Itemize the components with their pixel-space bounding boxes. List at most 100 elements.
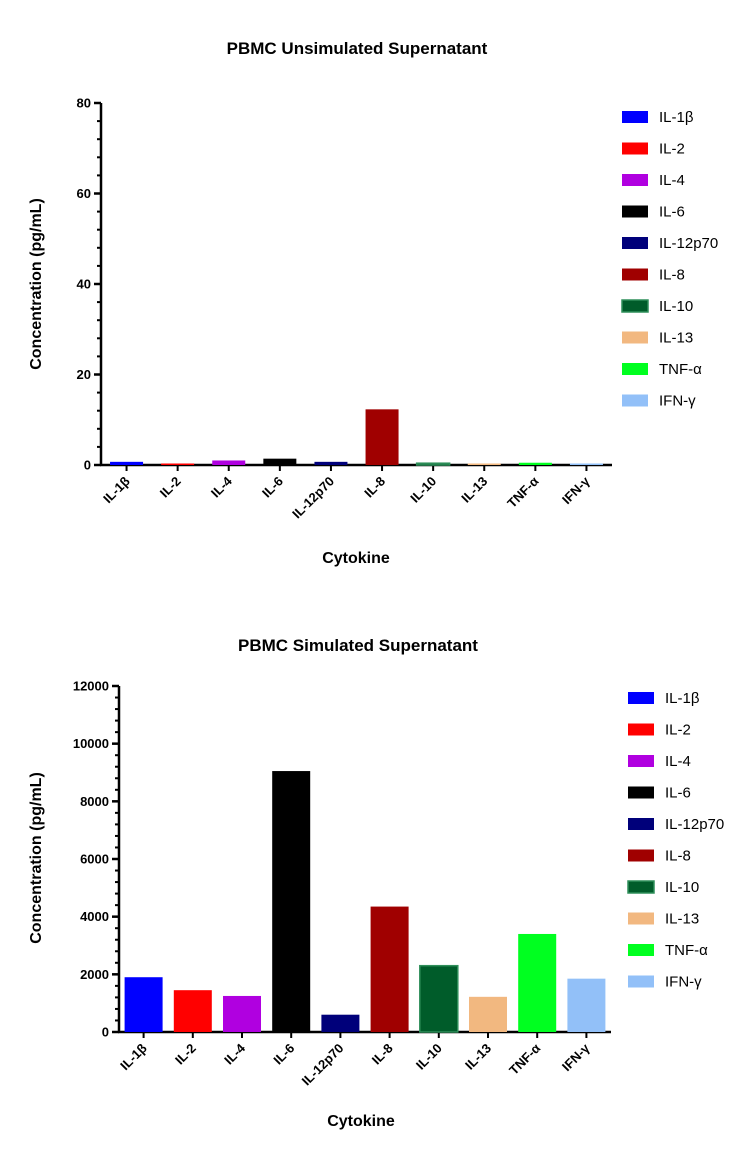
bar-il-8: [365, 409, 399, 465]
legend-label: IL-13: [659, 330, 693, 347]
y-tick-label: 2000: [80, 967, 109, 982]
x-tick-label: IL-6: [259, 474, 286, 501]
legend-swatch: [628, 692, 654, 704]
x-tick-label: IL-12p70: [289, 474, 337, 522]
bar-il-13: [467, 463, 501, 465]
x-tick-label: IL-2: [157, 474, 184, 501]
legend-swatch: [622, 363, 648, 375]
legend-label: IL-2: [659, 141, 685, 158]
legend-label: IFN-γ: [659, 393, 696, 410]
legend-swatch: [628, 912, 654, 925]
y-axis: 0 2000 4000 6000 8000 10000 12000: [73, 679, 121, 1040]
bar-il-4: [212, 460, 246, 465]
bar-il-8: [370, 906, 409, 1032]
legend-label: IL-1β: [659, 109, 694, 126]
legend-label: IL-4: [659, 172, 685, 189]
x-tick-label: IL-4: [221, 1040, 248, 1067]
bar-il-13: [469, 996, 507, 1032]
bar-tnf-α: [518, 933, 557, 1032]
bar-il-2: [173, 990, 212, 1032]
y-tick-label: 4000: [80, 909, 109, 924]
x-tick-label: IFN-γ: [559, 1040, 593, 1074]
bar-tnf-α: [518, 462, 552, 465]
legend-swatch: [622, 174, 648, 186]
legend-label: IL-10: [665, 879, 699, 896]
y-tick-label: 12000: [73, 679, 109, 694]
bar-ifn-γ: [567, 978, 606, 1032]
y-axis: 0 20 40 60 80: [77, 96, 103, 473]
chart-unstimulated: PBMC Unsimulated Supernatant Concentrati…: [28, 39, 718, 567]
y-axis-title: Concentration (pg/mL): [28, 198, 45, 370]
legend-label: IL-1β: [665, 690, 700, 707]
legend-label: IL-10: [659, 298, 693, 315]
legend-swatch: [628, 849, 654, 862]
category-labels: IL-1β IL-2 IL-4 IL-6 IL-12p70 IL-8 IL-10 IL-13 T…: [117, 1040, 593, 1088]
bar-il-6: [272, 771, 311, 1032]
legend-swatch: [628, 723, 654, 736]
bar-il-6: [263, 458, 297, 465]
legend: IL-1β IL-2 IL-4 IL-6 IL-12p70 IL-8 IL-10 IL-13 T…: [627, 690, 724, 991]
y-tick-label: 20: [77, 367, 91, 382]
bar-il-12p70: [314, 461, 348, 465]
y-tick-label: 0: [102, 1025, 109, 1040]
x-tick-label: IL-1β: [100, 473, 133, 506]
y-tick-label: 6000: [80, 852, 109, 867]
x-tick-label: IL-12p70: [299, 1041, 347, 1089]
x-tick-label: IL-8: [361, 474, 388, 501]
chart-title: PBMC Simulated Supernatant: [238, 636, 478, 655]
x-tick-label: IL-1β: [117, 1040, 150, 1073]
x-axis: [100, 463, 612, 471]
legend-label: IL-8: [659, 267, 685, 284]
legend-label: TNF-α: [659, 361, 702, 378]
legend-label: IL-12p70: [665, 816, 724, 833]
x-tick-label: IL-8: [369, 1041, 396, 1068]
x-tick-label: TNF-α: [506, 1041, 543, 1078]
bars: [124, 771, 606, 1033]
y-axis-title: Concentration (pg/mL): [28, 772, 45, 944]
bar-il-10: [415, 462, 451, 466]
x-tick-label: IL-2: [172, 1041, 199, 1068]
x-tick-label: TNF-α: [504, 474, 541, 511]
bar-ifn-γ: [569, 463, 603, 465]
bar-il-2: [161, 463, 195, 465]
legend: IL-1β IL-2 IL-4 IL-6 IL-12p70 IL-8 IL-10 IL-13 T…: [621, 109, 718, 410]
legend-swatch: [622, 111, 648, 123]
legend-swatch: [622, 268, 648, 281]
x-axis-title: Cytokine: [327, 1113, 395, 1130]
bar-il-1β: [110, 461, 144, 465]
y-tick-label: 0: [84, 458, 91, 473]
y-tick-label: 10000: [73, 736, 109, 751]
legend-swatch: [628, 755, 654, 767]
chart-title: PBMC Unsimulated Supernatant: [227, 39, 488, 58]
legend-label: TNF-α: [665, 942, 708, 959]
x-tick-label: IL-10: [407, 474, 439, 506]
legend-label: IL-13: [665, 911, 699, 928]
category-labels: IL-1β IL-2 IL-4 IL-6 IL-12p70 IL-8 IL-10 IL-13 T…: [100, 473, 593, 521]
x-tick-label: IL-10: [413, 1041, 445, 1073]
legend-swatch: [628, 944, 654, 956]
bar-il-10: [419, 964, 459, 1033]
bar-il-1β: [124, 977, 163, 1032]
x-tick-label: IL-4: [208, 473, 235, 500]
legend-label: IL-6: [659, 204, 685, 221]
legend-swatch: [621, 299, 649, 313]
legend-swatch: [622, 331, 648, 344]
bar-il-12p70: [321, 1014, 360, 1032]
legend-swatch: [622, 237, 648, 249]
legend-label: IFN-γ: [665, 974, 702, 991]
x-tick-label: IL-6: [270, 1041, 297, 1068]
legend-label: IL-8: [665, 848, 691, 865]
legend-swatch: [622, 142, 648, 155]
bars: [110, 409, 603, 466]
y-tick-label: 8000: [80, 794, 109, 809]
chart-stimulated: PBMC Simulated Supernatant Concentration…: [28, 636, 724, 1130]
legend-swatch: [622, 394, 648, 407]
legend-swatch: [622, 205, 648, 218]
bar-il-4: [223, 995, 261, 1032]
y-tick-label: 80: [77, 96, 91, 111]
x-axis-title: Cytokine: [322, 550, 390, 567]
legend-label: IL-6: [665, 785, 691, 802]
legend-label: IL-2: [665, 722, 691, 739]
x-axis: [118, 1030, 611, 1038]
